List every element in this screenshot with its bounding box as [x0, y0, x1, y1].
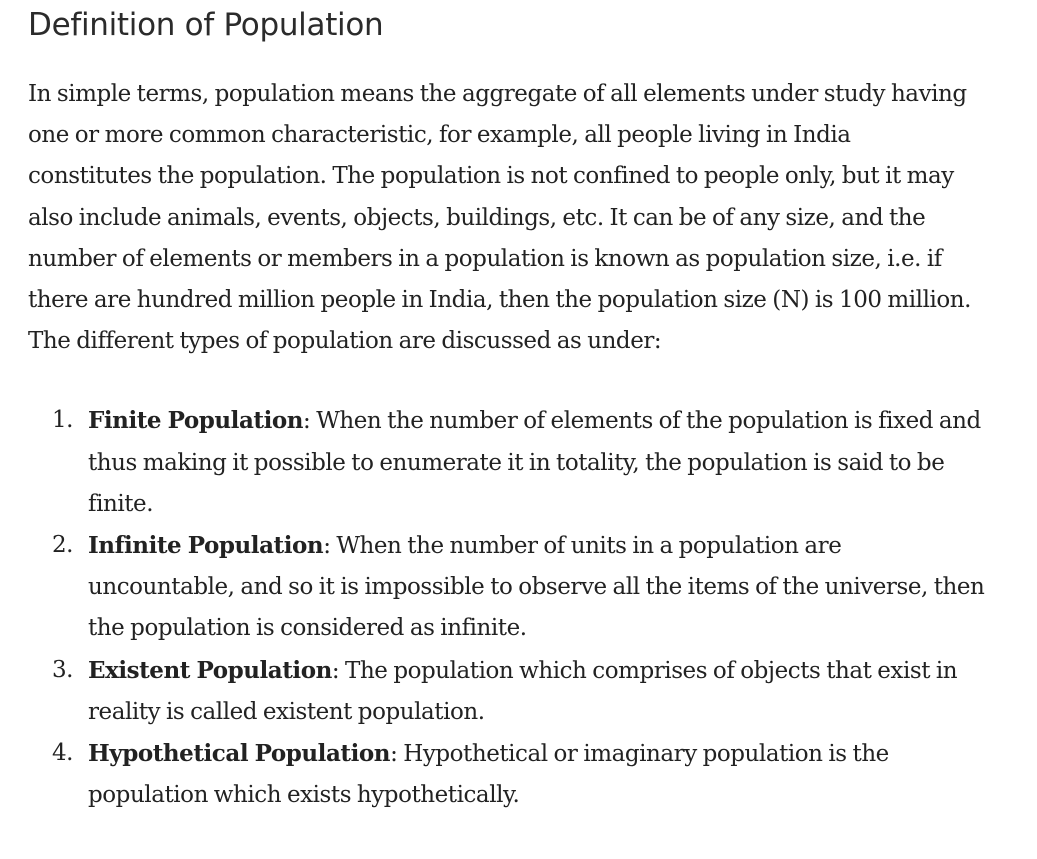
list-description: : When the number of elements of the pop… — [88, 408, 981, 517]
list-number: 4. — [52, 740, 74, 767]
section-heading: Definition of Population — [28, 7, 384, 43]
list-item-finite-population: 1. Finite Population: When the number of… — [28, 400, 993, 525]
article: Definition of Population In simple terms… — [28, 0, 1003, 816]
list-number: 3. — [52, 656, 74, 683]
intro-paragraph: In simple terms, population means the ag… — [28, 81, 972, 355]
list-description: : The population which comprises of obje… — [88, 657, 958, 725]
list-description: : When the number of units in a populati… — [88, 533, 985, 642]
list-item-hypothetical-population: 4. Hypothetical Population: Hypothetical… — [28, 733, 993, 816]
list-term: Finite Population — [88, 407, 304, 435]
list-description: : Hypothetical or imaginary population i… — [88, 741, 889, 809]
list-number: 2. — [52, 532, 74, 559]
list-item-infinite-population: 2. Infinite Population: When the number … — [28, 525, 993, 650]
list-number: 1. — [52, 407, 74, 434]
list-item-existent-population: 3. Existent Population: The population w… — [28, 650, 993, 733]
population-types-list: 1. Finite Population: When the number of… — [28, 400, 1003, 816]
list-term: Hypothetical Population — [88, 740, 391, 768]
list-term: Infinite Population — [88, 532, 324, 560]
list-term: Existent Population — [88, 656, 332, 684]
